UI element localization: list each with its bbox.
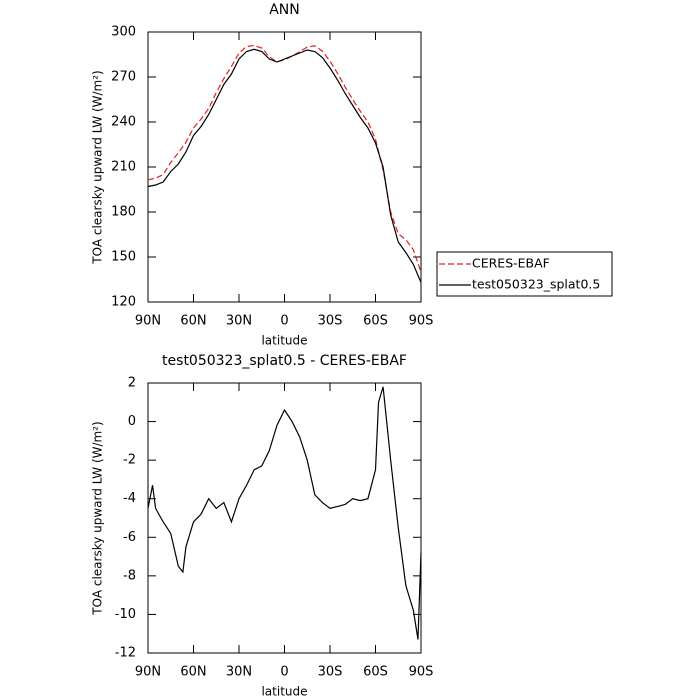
x-axis-label: latitude (261, 334, 307, 348)
y-tick-label: 240 (111, 115, 136, 130)
y-tick-label: 180 (111, 205, 136, 220)
y-tick-label: -2 (123, 453, 136, 468)
y-axis-label: TOA clearsky upward LW (W/m²) (91, 70, 105, 264)
x-tick-label: 60N (180, 665, 206, 680)
y-tick-label: 210 (111, 160, 136, 175)
legend-label: test050323_splat0.5 (472, 277, 600, 292)
y-tick-label: -10 (115, 607, 136, 622)
x-tick-label: 30S (318, 314, 343, 329)
x-tick-label: 90N (135, 665, 161, 680)
y-tick-label: 150 (111, 250, 136, 265)
y-axis-label: TOA clearsky upward LW (W/m²) (91, 421, 105, 615)
y-tick-label: 120 (111, 295, 136, 310)
x-tick-label: 60N (180, 314, 206, 329)
x-tick-label: 60S (363, 314, 388, 329)
x-tick-label: 90N (135, 314, 161, 329)
data-line (147, 386, 422, 640)
data-line (147, 44, 422, 273)
y-tick-label: 2 (128, 376, 136, 391)
data-line (147, 48, 422, 283)
legend-box (436, 251, 613, 297)
x-tick-label: 90S (409, 314, 434, 329)
x-tick-label: 30N (226, 314, 252, 329)
legend-label: CERES-EBAF (472, 256, 550, 271)
y-tick-label: -8 (123, 568, 136, 583)
chart-title: ANN (269, 2, 300, 18)
y-tick-label: -6 (123, 530, 136, 545)
y-tick-label: -12 (115, 646, 136, 661)
plot-frame (147, 382, 422, 654)
x-tick-label: 0 (280, 314, 288, 329)
x-tick-label: 30S (318, 665, 343, 680)
y-tick-label: 300 (111, 25, 136, 40)
chart-title: test050323_splat0.5 - CERES-EBAF (162, 353, 407, 369)
x-tick-label: 0 (280, 665, 288, 680)
y-tick-label: 270 (111, 70, 136, 85)
x-tick-label: 60S (363, 665, 388, 680)
y-tick-label: -4 (123, 491, 136, 506)
x-axis-label: latitude (261, 685, 307, 699)
y-tick-label: 0 (128, 414, 136, 429)
x-tick-label: 90S (409, 665, 434, 680)
x-tick-label: 30N (226, 665, 252, 680)
plot-frame (147, 31, 422, 303)
